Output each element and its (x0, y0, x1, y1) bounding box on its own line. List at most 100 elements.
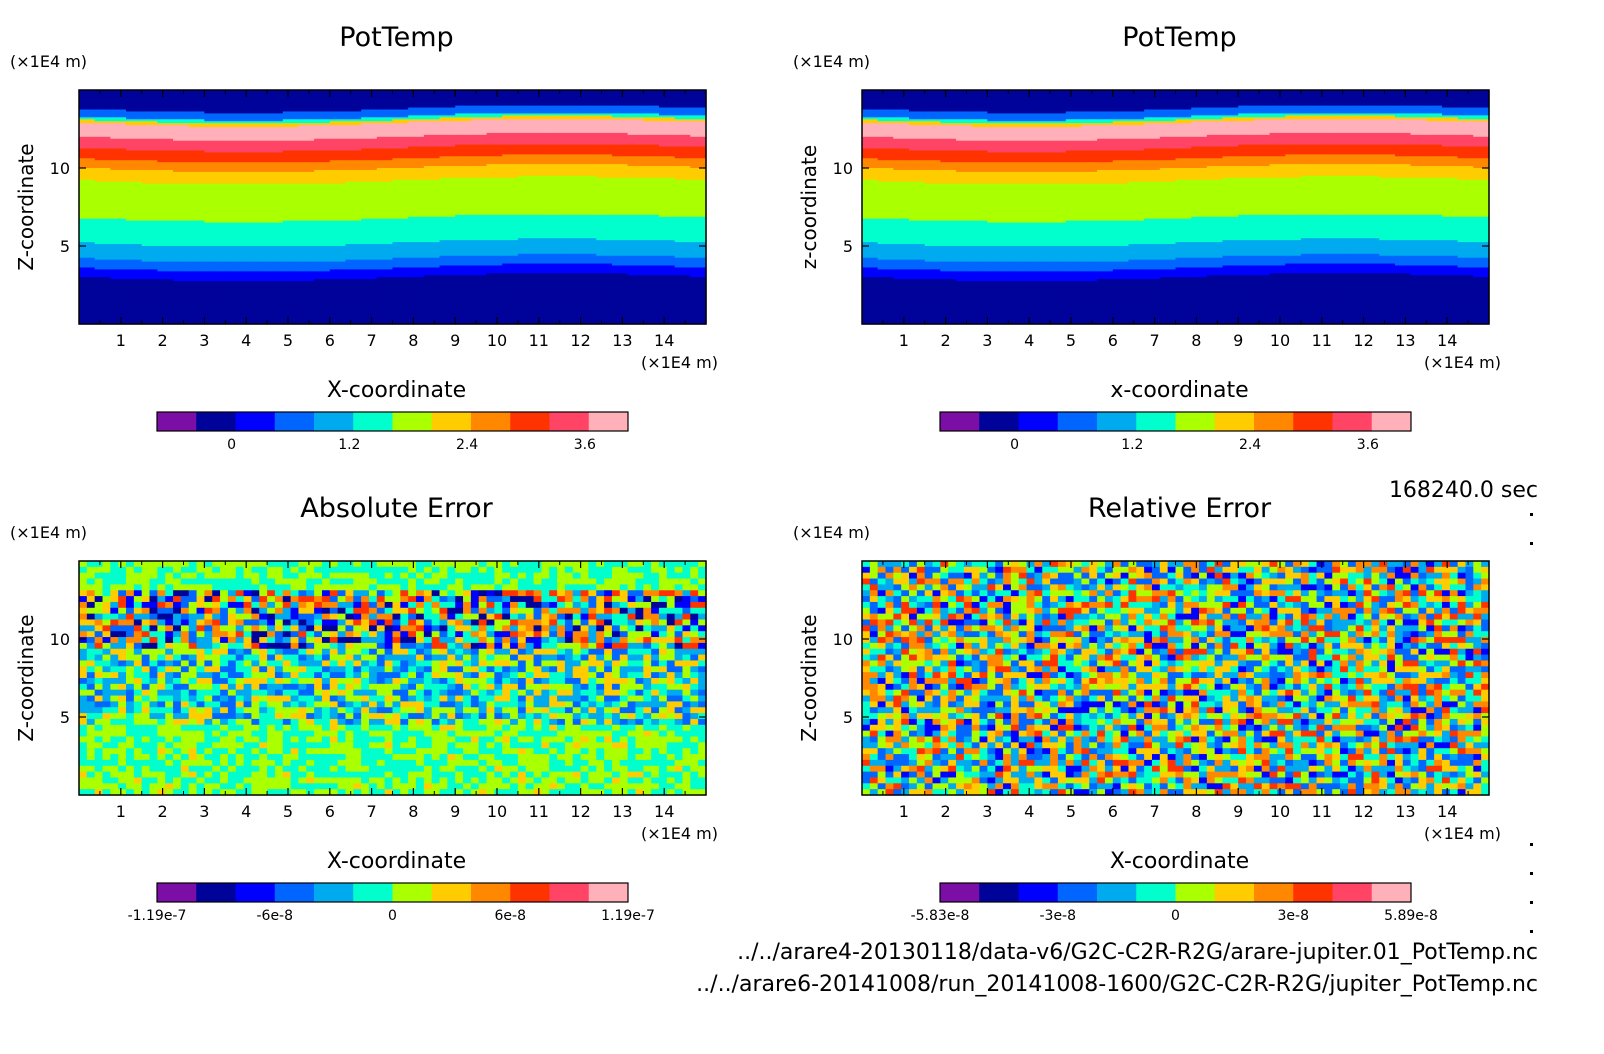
heatmap-cell (611, 130, 629, 134)
heatmap-cell (110, 257, 127, 261)
heatmap-cell (643, 288, 660, 292)
heatmap-cell (392, 281, 409, 284)
heatmap-cell (298, 259, 315, 263)
x-tick-label: 8 (408, 331, 418, 350)
heatmap-cell (282, 210, 300, 214)
heatmap-cell (251, 105, 268, 109)
heatmap-cell (157, 267, 174, 270)
heatmap-cell (314, 277, 331, 280)
heatmap-cell (267, 255, 284, 259)
heatmap-cell (376, 193, 394, 196)
heatmap-cell (361, 273, 378, 276)
heatmap-cell (188, 140, 205, 144)
heatmap-cell (517, 214, 535, 218)
heatmap-cell (314, 129, 331, 132)
heatmap-cell (564, 129, 582, 132)
heatmap-cell (173, 283, 190, 286)
heatmap-cell (79, 130, 96, 134)
heatmap-cell (298, 251, 315, 255)
heatmap-cell (235, 132, 253, 136)
heatmap-cell (157, 130, 174, 134)
heatmap-cell (564, 304, 582, 308)
heatmap-cell (298, 249, 315, 253)
heatmap-cell (611, 146, 629, 150)
heatmap-cell (564, 300, 582, 304)
heatmap-cell (596, 246, 613, 249)
heatmap-cell (141, 310, 158, 313)
heatmap-cell (643, 168, 660, 171)
heatmap-cell (627, 255, 644, 259)
heatmap-cell (361, 308, 378, 311)
heatmap-cell (173, 125, 190, 128)
heatmap-cell (517, 201, 535, 204)
heatmap-cell (470, 216, 488, 220)
heatmap-cell (282, 97, 300, 101)
heatmap-cell (329, 117, 347, 120)
heatmap-cell (627, 109, 644, 113)
heatmap-cell (361, 306, 378, 309)
heatmap-cell (596, 171, 613, 175)
heatmap-cell (235, 173, 253, 177)
heatmap-cell (282, 257, 300, 261)
heatmap-cell (376, 288, 394, 292)
heatmap-cell (862, 132, 879, 136)
heatmap-cell (533, 117, 550, 120)
heatmap-cell (423, 300, 441, 304)
heatmap-cell (408, 95, 425, 99)
heatmap-cell (517, 265, 535, 269)
heatmap-cell (251, 160, 268, 163)
heatmap-cell (94, 312, 111, 315)
heatmap-cell (376, 111, 394, 114)
heatmap-cell (329, 246, 347, 249)
heatmap-cell (267, 109, 284, 113)
heatmap-cell (690, 208, 707, 212)
heatmap-cell (643, 101, 660, 105)
heatmap-cell (549, 312, 566, 315)
heatmap-cell (690, 132, 707, 136)
heatmap-cell (517, 316, 535, 319)
heatmap-cell (267, 298, 284, 302)
heatmap-cell (533, 173, 550, 177)
heatmap-cell (611, 263, 629, 267)
heatmap-cell (580, 119, 597, 122)
heatmap-cell (94, 208, 111, 212)
heatmap-cell (455, 199, 472, 202)
heatmap-cell (862, 249, 879, 253)
heatmap-cell (126, 210, 143, 214)
heatmap-cell (173, 212, 190, 216)
heatmap-cell (627, 286, 644, 290)
heatmap-cell (376, 302, 394, 306)
heatmap-cell (329, 232, 347, 235)
heatmap-cell (79, 142, 96, 146)
heatmap-cell (282, 136, 300, 140)
heatmap-cell (408, 107, 425, 111)
heatmap-cell (267, 181, 284, 185)
heatmap-cell (643, 123, 660, 126)
heatmap-cell (439, 171, 456, 175)
heatmap-cell (267, 292, 284, 296)
heatmap-cell (423, 99, 441, 103)
heatmap-cell (173, 119, 190, 122)
heatmap-cell (298, 316, 315, 319)
heatmap-cell (627, 181, 644, 185)
heatmap-cell (110, 138, 127, 142)
heatmap-cell (392, 265, 409, 269)
heatmap-cell (611, 152, 629, 155)
heatmap-cell (251, 129, 268, 132)
heatmap-cell (188, 288, 205, 292)
heatmap-cell (267, 286, 284, 290)
heatmap-cell (251, 230, 268, 233)
heatmap-cell (517, 210, 535, 214)
heatmap-cell (486, 310, 503, 313)
heatmap-cell (517, 240, 535, 243)
heatmap-cell (157, 286, 174, 290)
heatmap-cell (533, 312, 550, 315)
colorbar-swatch (392, 412, 433, 431)
heatmap-cell (502, 308, 519, 311)
heatmap-cell (157, 101, 174, 105)
heatmap-cell (251, 121, 268, 124)
heatmap-cell (298, 208, 315, 212)
heatmap-cell (204, 312, 221, 315)
heatmap-cell (361, 105, 378, 109)
heatmap-cell (298, 314, 315, 317)
